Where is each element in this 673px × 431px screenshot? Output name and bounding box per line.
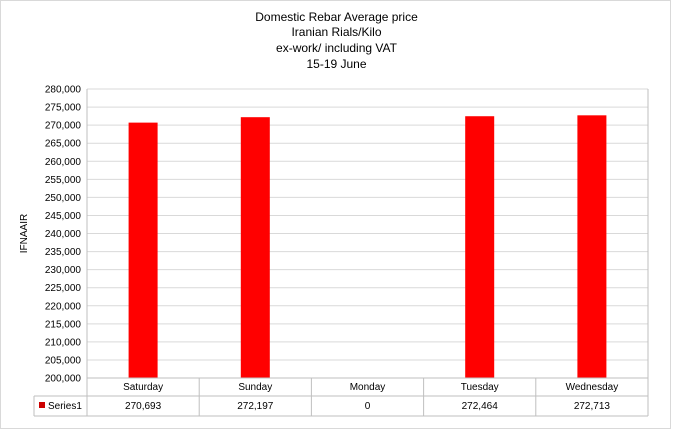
data-table-value: 272,464: [462, 401, 499, 412]
y-tick-label: 200,000: [45, 374, 82, 385]
y-tick-label: 250,000: [45, 193, 82, 204]
y-tick-label: 260,000: [45, 157, 82, 168]
y-tick-label: 205,000: [45, 355, 82, 366]
legend-key: [39, 402, 45, 408]
bar-wednesday: [577, 115, 607, 379]
legend-series-name: Series1: [48, 401, 82, 412]
y-tick-label: 230,000: [45, 265, 82, 276]
data-table-value: 272,713: [574, 401, 611, 412]
x-category-label: Monday: [350, 382, 386, 393]
y-tick-label: 220,000: [45, 301, 82, 312]
x-category-label: Sunday: [238, 382, 272, 393]
chart-title-line-2: Iranian Rials/Kilo: [291, 25, 382, 39]
x-category-label: Saturday: [123, 382, 163, 393]
y-tick-label: 210,000: [45, 337, 82, 348]
data-table-value: 270,693: [125, 401, 162, 412]
y-tick-label: 235,000: [45, 247, 82, 258]
bar-tuesday: [465, 116, 495, 378]
chart-title-line-3: ex-work/ including VAT: [276, 41, 397, 55]
y-tick-label: 215,000: [45, 319, 82, 330]
chart-title-line-4: 15-19 June: [306, 57, 367, 71]
y-tick-label: 240,000: [45, 229, 82, 240]
data-table-value: 0: [365, 401, 371, 412]
bar-sunday: [240, 117, 270, 378]
y-tick-label: 255,000: [45, 175, 82, 186]
data-table-value: 272,197: [237, 401, 274, 412]
y-tick-label: 245,000: [45, 211, 82, 222]
y-tick-label: 275,000: [45, 103, 82, 114]
x-category-label: Tuesday: [461, 382, 499, 393]
bar-saturday: [128, 122, 158, 378]
x-category-label: Wednesday: [566, 382, 619, 393]
y-axis-label: IFNAAIR: [19, 214, 30, 253]
y-tick-label: 225,000: [45, 283, 82, 294]
y-tick-label: 265,000: [45, 139, 82, 150]
chart-title-line-1: Domestic Rebar Average price: [255, 10, 418, 24]
y-tick-label: 280,000: [45, 85, 82, 96]
y-tick-label: 270,000: [45, 121, 82, 132]
